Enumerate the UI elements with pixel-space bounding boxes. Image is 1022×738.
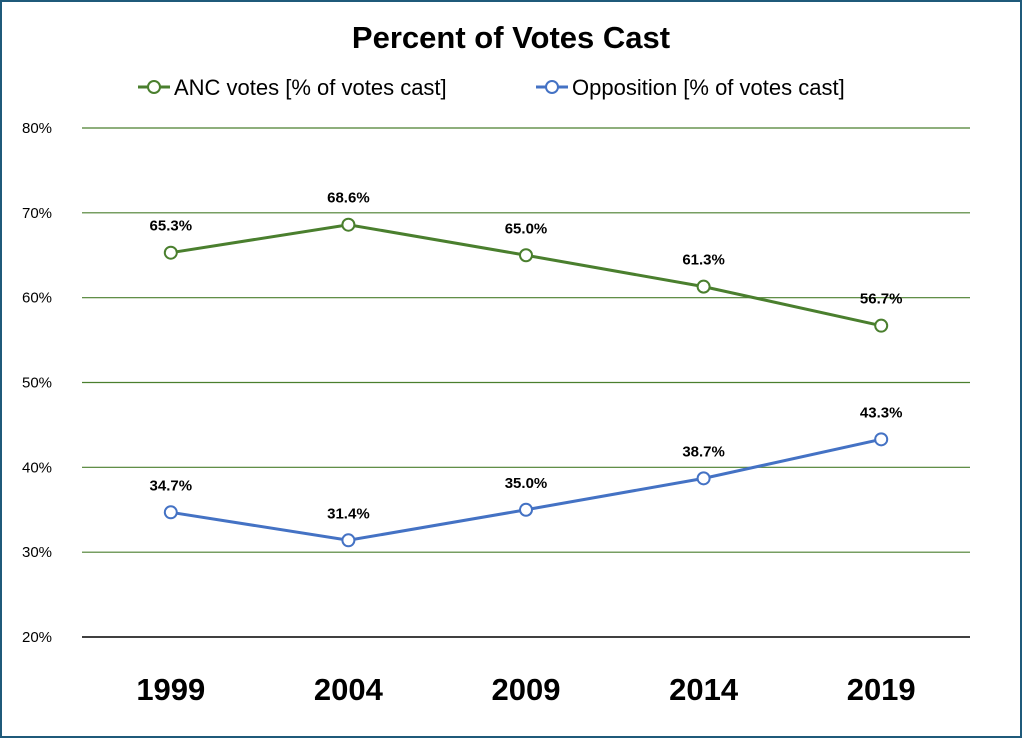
data-label: 43.3% [860,404,903,421]
data-label: 65.3% [150,218,193,235]
series-line [170,223,882,328]
series-anc: 65.3% 68.6% 65.0% 61.3% 56.7% [150,190,903,333]
data-label: 68.6% [327,190,370,207]
y-tick-label: 30% [22,544,52,561]
data-point [519,502,533,517]
y-tick-label: 70% [22,205,52,222]
x-tick-label: 2009 [492,672,561,707]
data-label: 35.0% [505,475,548,492]
data-point [341,217,356,232]
data-point [163,245,178,260]
legend-item-anc: ANC votes [% of votes cast] [138,75,447,100]
data-point [341,533,356,548]
x-tick-label: 2014 [669,672,739,707]
data-point [696,279,711,294]
x-axis: 1999 2004 2009 2014 2019 [136,672,915,707]
data-point [163,505,178,520]
data-point [696,471,711,486]
chart-title: Percent of Votes Cast [352,20,670,55]
y-tick-label: 60% [22,290,52,307]
data-label: 38.7% [682,443,725,460]
data-label: 34.7% [150,477,193,494]
data-label: 56.7% [860,291,903,308]
x-tick-label: 2019 [847,672,916,707]
legend-item-opposition: Opposition [% of votes cast] [536,75,845,100]
legend: ANC votes [% of votes cast] Opposition [… [138,75,845,100]
y-tick-label: 20% [22,629,52,646]
x-tick-label: 1999 [136,672,205,707]
data-label: 61.3% [682,252,725,269]
legend-anc-label: ANC votes [% of votes cast] [174,75,447,100]
legend-anc-marker [147,80,161,94]
y-tick-label: 80% [22,120,52,137]
series-layer: 65.3% 68.6% 65.0% 61.3% 56.7% 34.7% 31.4% 35.0%… [150,190,903,548]
data-point [874,318,889,333]
y-tick-label: 40% [22,459,52,476]
gridlines [82,127,970,638]
series-opposition: 34.7% 31.4% 35.0% 38.7% 43.3% [150,404,903,548]
y-tick-label: 50% [22,375,52,392]
legend-opposition-marker [545,80,559,94]
data-point [519,248,533,263]
data-label: 65.0% [505,220,548,237]
data-label: 31.4% [327,505,370,522]
x-tick-label: 2004 [314,672,384,707]
y-axis: 20% 30% 40% 50% 60% 70% 80% [22,120,52,646]
data-point [874,432,889,447]
legend-opposition-label: Opposition [% of votes cast] [572,75,845,100]
